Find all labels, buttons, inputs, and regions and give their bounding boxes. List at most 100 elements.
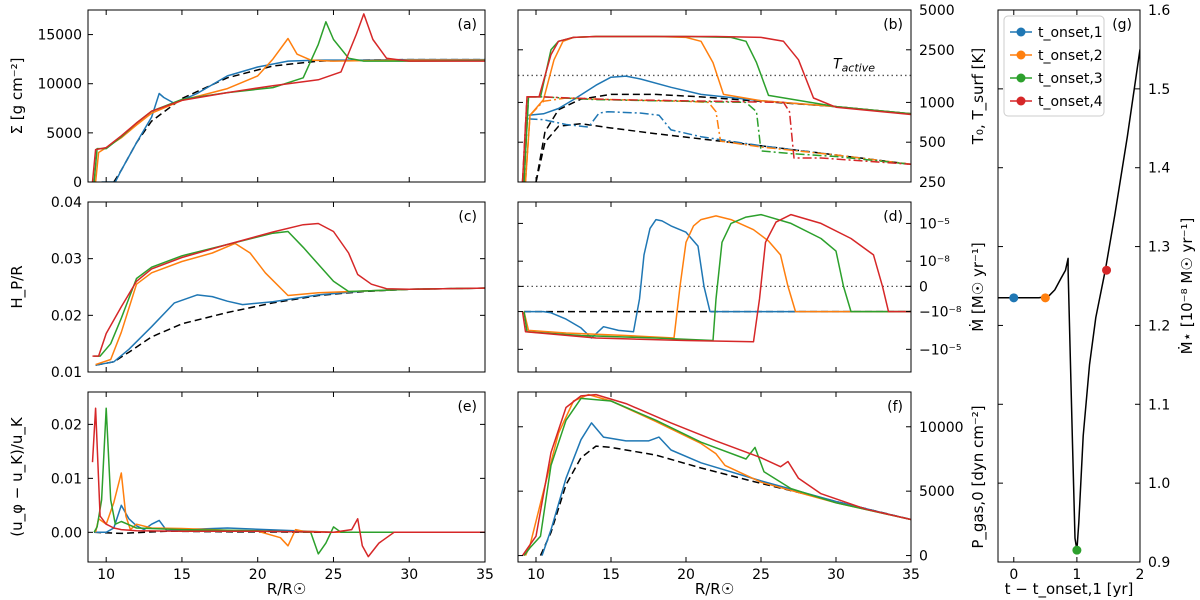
series-line-t-onset-4-t0	[521, 35, 911, 182]
y-tick-label: −10⁻⁵	[919, 342, 962, 358]
y-tick-label: 0.00	[51, 525, 82, 541]
x-tick-label: 35	[476, 567, 494, 583]
legend-label: t_onset,2	[1038, 48, 1103, 64]
y-tick-label: 0.01	[51, 365, 82, 381]
series-line-t-onset-2	[523, 215, 911, 339]
x-tick-label: 10	[97, 567, 115, 583]
y-tick-label: 10⁻⁵	[919, 216, 950, 232]
x-tick-label: 20	[677, 567, 695, 583]
x-tick-label: 15	[173, 567, 191, 583]
legend-marker	[1016, 73, 1026, 83]
x-tick-label: 0	[1009, 567, 1018, 583]
series-line-baseline	[539, 445, 911, 556]
series-layer	[92, 222, 485, 366]
series-line-t-onset-3-tsurf	[523, 96, 911, 182]
y-axis-label: P_gas,0 [dyn cm⁻²]	[969, 405, 988, 548]
y-tick-label: 500	[919, 135, 946, 151]
y-tick-label: 250	[919, 175, 946, 191]
y-tick-label: 0.02	[51, 417, 82, 433]
y-tick-label: 0.9	[1148, 555, 1170, 571]
y-tick-label: 2500	[919, 43, 955, 59]
series-line-t-onset-1	[101, 58, 485, 182]
x-tick-label: 2	[1136, 567, 1145, 583]
panel-tag: (g)	[1112, 17, 1132, 33]
y-tick-label: 1.4	[1148, 161, 1170, 177]
series-line-t-onset-3	[523, 397, 911, 557]
y-tick-label: 10000	[919, 420, 964, 436]
y-tick-label: 1.3	[1148, 240, 1170, 256]
axes-frame	[517, 9, 912, 183]
series-line-t-onset-3	[93, 407, 485, 555]
panel-b: Tactive 250 500 1000 2500 5000 (b) T₀, T_surf […	[517, 3, 988, 191]
series-layer	[91, 13, 485, 182]
y-tick-label: 1.2	[1148, 318, 1170, 334]
y-axis-label: H_P/R	[8, 265, 27, 308]
annotation-t-active: Tactive	[833, 56, 875, 74]
x-axis-label: R/R☉	[695, 580, 734, 598]
x-axis-label: t − t_onset,1 [yr]	[1005, 580, 1134, 599]
legend-marker	[1016, 50, 1026, 60]
series-line-t-onset-2	[95, 242, 485, 366]
series-line-t-onset-2	[94, 472, 485, 547]
marker-t-onset-1	[1009, 293, 1019, 303]
y-tick-label: 0	[73, 175, 82, 191]
y-tick-label: 15000	[37, 28, 82, 44]
series-line-baseline-tsurf	[535, 122, 911, 182]
series-line-t-onset-4	[92, 222, 485, 357]
y-tick-label: 1.6	[1148, 3, 1170, 19]
panel-tag: (c)	[458, 209, 477, 225]
series-line-t-onset-1	[95, 287, 485, 366]
x-tick-label: 30	[827, 567, 845, 583]
y-axis-label: (u_φ − u_K)/u_K	[8, 416, 27, 537]
series-line-t-onset-4	[91, 407, 485, 558]
panel-g: 0 1 20.9 1.0 1.1 1.2 1.3 1.4 1.5 1.6 (g) Ṁ⋆ [10⁻⁸ M…	[997, 3, 1196, 599]
legend-marker	[1016, 96, 1026, 106]
y-tick-label: 0.02	[51, 308, 82, 324]
legend-label: t_onset,3	[1038, 71, 1103, 87]
y-tick-label: 0.01	[51, 471, 82, 487]
x-tick-label: 15	[602, 567, 620, 583]
legend-marker	[1016, 27, 1026, 37]
panel-tag: (e)	[457, 399, 477, 415]
panel-tag: (f)	[887, 399, 903, 415]
series-line-t-onset-4	[521, 213, 911, 343]
series-line-t-onset-4-tsurf	[521, 96, 911, 182]
series-line-t-onset-3	[94, 230, 485, 357]
panel-tag: (b)	[883, 17, 903, 33]
axes-frame	[517, 391, 912, 563]
y-tick-label: 0.03	[51, 252, 82, 268]
x-tick-label: 25	[752, 567, 770, 583]
series-line-t-onset-3	[523, 213, 911, 342]
panel-c: 0.01 0.02 0.03 0.04 (c) H_P/R	[8, 195, 486, 381]
axes-frame	[997, 9, 1141, 563]
series-line-mdot-star	[998, 49, 1140, 551]
axes-frame	[87, 391, 486, 563]
y-axis-label: T₀, T_surf [K]	[969, 48, 988, 145]
axes-frame	[87, 9, 486, 183]
x-tick-label: 10	[527, 567, 545, 583]
series-layer	[521, 393, 911, 557]
series-layer	[521, 213, 911, 343]
x-tick-label: 35	[902, 567, 920, 583]
marker-t-onset-2	[1040, 293, 1050, 303]
series-line-baseline	[113, 58, 485, 182]
series-line-baseline-t0	[535, 93, 911, 182]
y-tick-label: 0.04	[51, 195, 82, 211]
panel-tag: (a)	[457, 17, 477, 33]
axes-frame	[87, 201, 486, 373]
panel-e: 10 15 20 25 30 35 0.00 0.01 0.02 (e) (u_φ − u_K)/u…	[8, 391, 494, 598]
panel-a: 0 5000 10000 15000 (a) Σ [g cm⁻²]	[8, 9, 486, 191]
y-axis-label: Σ [g cm⁻²]	[8, 57, 26, 134]
y-tick-label: 5000	[919, 3, 955, 19]
series-line-t-onset-1	[541, 422, 911, 556]
y-axis-label: Ṁ⋆ [10⁻⁸ M☉ yr⁻¹]	[1177, 218, 1196, 355]
x-axis-label: R/R☉	[267, 580, 306, 598]
panel-tag: (d)	[883, 209, 903, 225]
x-tick-label: 20	[249, 567, 267, 583]
legend-box	[1003, 15, 1105, 117]
series-layer	[998, 49, 1140, 551]
y-tick-label: 1.1	[1148, 397, 1170, 413]
series-layer	[91, 407, 485, 558]
series-line-t-onset-1	[524, 218, 911, 339]
series-line-t-onset-4	[521, 393, 911, 557]
